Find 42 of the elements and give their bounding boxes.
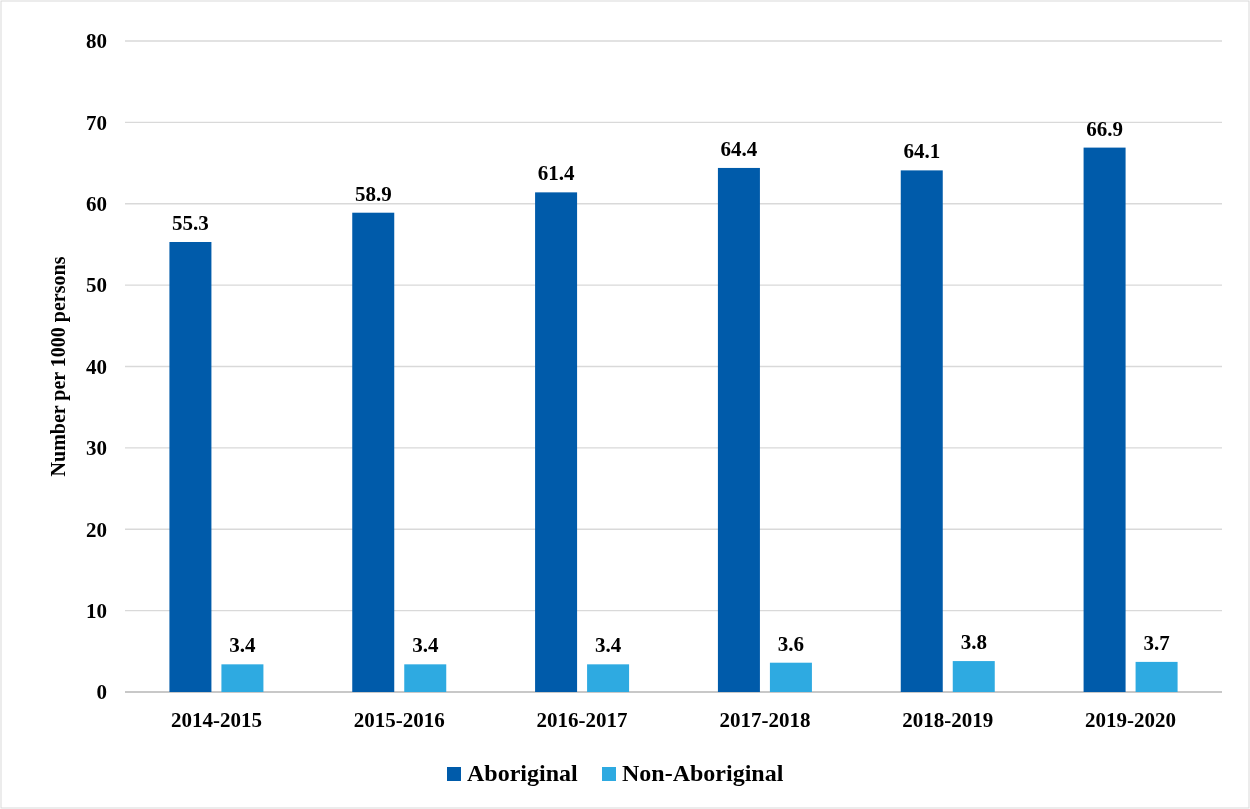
x-tick-label: 2014-2015	[170, 708, 262, 732]
bar	[900, 170, 943, 692]
data-label: 3.8	[960, 630, 987, 655]
data-label: 61.4	[537, 161, 575, 186]
legend-label: Aboriginal	[467, 760, 579, 786]
y-tick-label: 40	[86, 354, 107, 379]
y-tick-label: 60	[86, 192, 107, 217]
data-label: 64.1	[903, 139, 941, 164]
bar	[221, 664, 264, 692]
bar	[717, 167, 760, 692]
data-label: 3.7	[1143, 630, 1170, 655]
legend-label: Non-Aboriginal	[622, 760, 784, 786]
bar	[352, 212, 395, 692]
x-tick-label: 2016-2017	[536, 708, 628, 732]
x-tick-label: 2018-2019	[902, 708, 994, 732]
bar	[1083, 147, 1126, 692]
data-label: 58.9	[354, 181, 392, 206]
data-label: 3.4	[594, 633, 622, 658]
y-tick-label: 10	[86, 598, 107, 623]
y-tick-label: 20	[86, 517, 107, 542]
data-label: 55.3	[172, 211, 209, 235]
y-tick-label: 0	[96, 680, 107, 705]
bar	[1135, 661, 1178, 692]
y-tick-label: 30	[86, 436, 107, 461]
bar	[169, 242, 212, 692]
bar	[404, 664, 447, 692]
bar	[587, 664, 630, 692]
y-tick-label: 50	[86, 273, 107, 298]
x-tick-label: 2019-2020	[1085, 708, 1177, 732]
data-label: 66.9	[1086, 116, 1123, 141]
data-label: 3.6	[777, 631, 805, 656]
bar	[535, 192, 578, 692]
bar	[769, 662, 812, 692]
bar	[952, 661, 995, 692]
y-tick-label: 70	[86, 110, 107, 135]
data-label: 64.4	[720, 136, 758, 161]
data-label: 3.4	[412, 633, 439, 658]
data-label: 3.4	[229, 633, 257, 658]
x-tick-label: 2017-2018	[719, 708, 811, 732]
y-axis-title: Number per 1000 persons	[47, 256, 70, 477]
x-tick-label: 2015-2016	[353, 708, 445, 732]
y-tick-label: 80	[86, 29, 107, 54]
